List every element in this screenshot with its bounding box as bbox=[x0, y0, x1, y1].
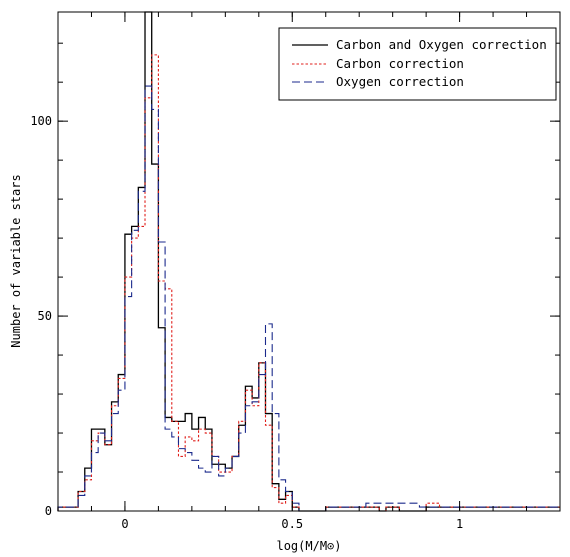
series-layer bbox=[57, 11, 560, 512]
x-axis-label: log(M/M⊙) bbox=[276, 539, 341, 553]
x-tick-label: 0 bbox=[121, 517, 128, 531]
series-line-1 bbox=[57, 54, 560, 512]
x-tick-label: 0.5 bbox=[281, 517, 303, 531]
y-tick-label: 100 bbox=[30, 114, 52, 128]
ticks-layer: 0 0.5 1 0 50 100 bbox=[30, 12, 561, 531]
y-tick-label: 50 bbox=[38, 309, 52, 323]
series-line-2 bbox=[57, 85, 560, 512]
y-axis-label: Number of variable stars bbox=[9, 174, 23, 347]
x-tick-label: 1 bbox=[456, 517, 463, 531]
legend-label-oxygen: Oxygen correction bbox=[336, 74, 464, 89]
plot-frame bbox=[57, 11, 561, 512]
legend-label-carbon: Carbon correction bbox=[336, 56, 464, 71]
y-tick-label: 0 bbox=[45, 504, 52, 518]
legend: Carbon and Oxygen correction Carbon corr… bbox=[278, 27, 557, 101]
legend-label-carbon-oxygen: Carbon and Oxygen correction bbox=[336, 37, 547, 52]
